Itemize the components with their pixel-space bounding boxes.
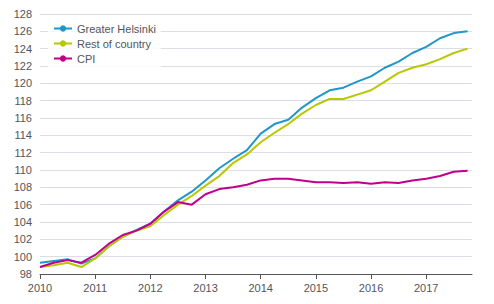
svg-text:2011: 2011	[83, 282, 107, 294]
svg-text:118: 118	[14, 95, 32, 107]
svg-text:2014: 2014	[248, 282, 272, 294]
svg-text:108: 108	[14, 181, 32, 193]
svg-text:114: 114	[14, 129, 32, 141]
svg-text:104: 104	[14, 216, 32, 228]
svg-text:2015: 2015	[304, 282, 328, 294]
svg-text:124: 124	[14, 43, 32, 55]
svg-text:CPI: CPI	[77, 53, 95, 65]
svg-text:100: 100	[14, 251, 32, 263]
svg-text:128: 128	[14, 8, 32, 20]
svg-text:116: 116	[14, 112, 32, 124]
svg-text:2010: 2010	[28, 282, 52, 294]
svg-text:110: 110	[14, 164, 32, 176]
svg-text:2012: 2012	[138, 282, 162, 294]
svg-text:2016: 2016	[359, 282, 383, 294]
svg-text:2017: 2017	[414, 282, 438, 294]
svg-text:126: 126	[14, 25, 32, 37]
svg-text:Rest of country: Rest of country	[77, 38, 151, 50]
svg-text:120: 120	[14, 77, 32, 89]
svg-text:2013: 2013	[193, 282, 217, 294]
svg-text:112: 112	[14, 147, 32, 159]
svg-text:106: 106	[14, 199, 32, 211]
svg-text:98: 98	[20, 268, 32, 280]
svg-text:122: 122	[14, 60, 32, 72]
svg-text:102: 102	[14, 233, 32, 245]
svg-text:Greater Helsinki: Greater Helsinki	[77, 23, 156, 35]
